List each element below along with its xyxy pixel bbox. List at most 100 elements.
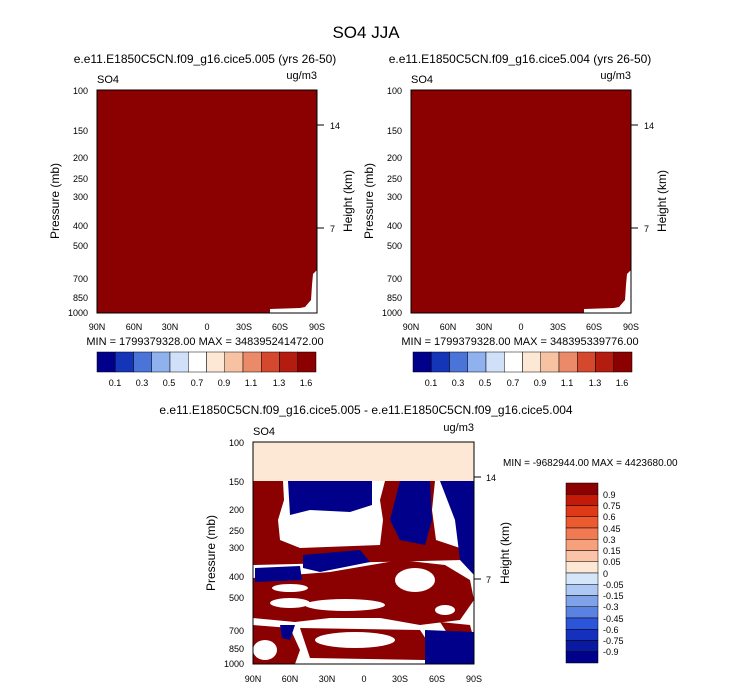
panel-1-right-tick: 14 [330,121,340,131]
colorbar-swatch [522,351,541,373]
colorbar-swatch [261,351,280,373]
panel-3-neutral-region [272,584,308,592]
panel-3-negative-region [440,481,474,575]
colorbar-swatch [565,539,599,551]
panel-3-colorbar-label: -0.9 [603,647,619,657]
panel-1-ytick: 100 [73,86,88,96]
panel-3-ytick: 700 [229,626,244,636]
panel-3-colorbar-label: -0.05 [603,580,624,590]
panel-3-ylabel-right: Height (km) [498,522,512,584]
panel-2-xtick: 90N [403,322,420,332]
panel-3-right-ticks: 14 7 [474,473,496,585]
panel-3-colorbar-label: -0.75 [603,636,624,646]
colorbar-swatch [297,351,317,373]
panel-2-ylabel-right: Height (km) [655,170,669,232]
panel-2-xticks: 90N 60N 30N 0 30S 60S 90S [403,322,639,332]
panel-2-units-label: ug/m3 [600,70,631,82]
panel-1-yticks: 100 150 200 250 300 400 500 700 850 1000 [68,86,88,318]
panel-3-neutral-region [315,632,395,648]
panel-3-colorbar-label: -0.45 [603,614,624,624]
panel-3-colorbar-label: 0.3 [603,535,616,545]
panel-2-missing-region [584,270,631,313]
colorbar-swatch [133,351,152,373]
panel-3-variable-label: SO4 [253,426,275,438]
panel-3-neutral-region [305,599,385,611]
colorbar-swatch [279,351,298,373]
colorbar-swatch [151,351,171,373]
panel-3-colorbar-label: 0.15 [603,546,621,556]
panel-1-colorbar-label: 1.3 [273,378,286,388]
panel-2-ylabel: Pressure (mb) [362,163,376,239]
panel-3-right-tick: 7 [486,575,491,585]
panel-3-xtick: 90S [466,674,482,684]
panel-2-colorbar: 0.1 0.3 0.5 0.7 0.9 1.1 1.3 1.6 [412,351,633,388]
colorbar-swatch [565,561,599,574]
panel-3-units-label: ug/m3 [443,422,474,434]
panel-1-title: e.e11.E1850C5CN.f09_g16.cice5.005 (yrs 2… [74,52,337,66]
colorbar-swatch [565,505,599,517]
panel-3-colorbar-label: 0.6 [603,512,616,522]
panel-2-colorbar-labels: 0.1 0.3 0.5 0.7 0.9 1.1 1.3 1.6 [425,378,629,388]
colorbar-swatch [540,351,560,373]
panel-3-plot [252,441,475,665]
colorbar-swatch [565,595,599,607]
panel-2-colorbar-label: 1.6 [616,378,629,388]
panel-3-negative-region [303,550,370,572]
panel-1-missing-region [270,270,317,313]
panel-3-ylabel: Pressure (mb) [204,515,218,591]
panel-3-ytick: 200 [229,505,244,515]
panel-2-ytick: 250 [387,174,402,184]
panel-1-xticks: 90N 60N 30N 0 30S 60S 90S [89,322,325,332]
colorbar-swatch [169,351,189,373]
panel-2-ytick: 1000 [382,308,402,318]
panel-1-ylabel: Pressure (mb) [48,163,62,239]
panel-3-colorbar-label: 0.75 [603,501,621,511]
panel-3-xtick: 60S [429,674,445,684]
panel-2-ytick: 700 [387,274,402,284]
panel-1-ylabel-right: Height (km) [341,170,355,232]
panel-3-ytick: 850 [229,644,244,654]
panel-2-xtick: 30N [476,322,493,332]
panel-3-xtick: 60N [282,674,299,684]
panel-3-ytick: 1000 [224,659,244,669]
panel-2: e.e11.E1850C5CN.f09_g16.cice5.004 (yrs 2… [362,52,669,388]
panel-1-colorbar-labels: 0.1 0.3 0.5 0.7 0.9 1.1 1.3 1.6 [109,378,313,388]
panel-3-colorbar-labels: 0.9 0.75 0.6 0.45 0.3 0.15 0.05 0 -0.05 … [603,490,624,657]
panel-3-xtick: 30N [319,674,336,684]
panel-1-ytick: 400 [73,221,88,231]
panel-3-negative-region [425,630,474,664]
panel-2-ytick: 300 [387,192,402,202]
panel-2-ytick: 100 [387,86,402,96]
panel-1-colorbar: 0.1 0.3 0.5 0.7 0.9 1.1 1.3 1.6 [96,351,317,388]
panel-1-xtick: 90S [309,322,325,332]
panel-3-colorbar-label: 0.9 [603,490,616,500]
panel-3-negative-region [280,625,295,640]
panel-3-colorbar: 0.9 0.75 0.6 0.45 0.3 0.15 0.05 0 -0.05 … [565,482,624,664]
panel-3-neutral-regions [253,568,455,660]
panel-2-stats: MIN = 1799379328.00 MAX = 348395339776.0… [401,336,638,348]
panel-1-units-label: ug/m3 [286,70,317,82]
panel-3-ytick: 400 [229,572,244,582]
panel-3-title: e.e11.E1850C5CN.f09_g16.cice5.005 - e.e1… [159,403,573,417]
panel-1-colorbar-label: 0.9 [218,378,231,388]
panel-1-ytick: 500 [73,241,88,251]
colorbar-swatch [565,494,599,506]
panel-1-ytick: 200 [73,153,88,163]
panel-1-xtick: 30N [162,322,179,332]
colorbar-swatch [565,527,599,540]
panel-3-neutral-region [435,605,455,615]
colorbar-swatch [242,351,262,373]
panel-3-xticks: 90N 60N 30N 0 30S 60S 90S [245,674,482,684]
colorbar-swatch [188,351,207,373]
panel-2-colorbar-label: 1.3 [589,378,602,388]
colorbar-swatch [595,351,614,373]
panel-2-ytick: 200 [387,153,402,163]
panel-3-neutral-region [253,640,277,660]
colorbar-swatch [577,351,596,373]
panel-1-colorbar-label: 0.3 [136,378,149,388]
colorbar-swatch [565,572,599,585]
colorbar-swatch [558,351,578,373]
panel-3-xtick: 0 [361,674,366,684]
panel-1-ytick: 850 [73,293,88,303]
